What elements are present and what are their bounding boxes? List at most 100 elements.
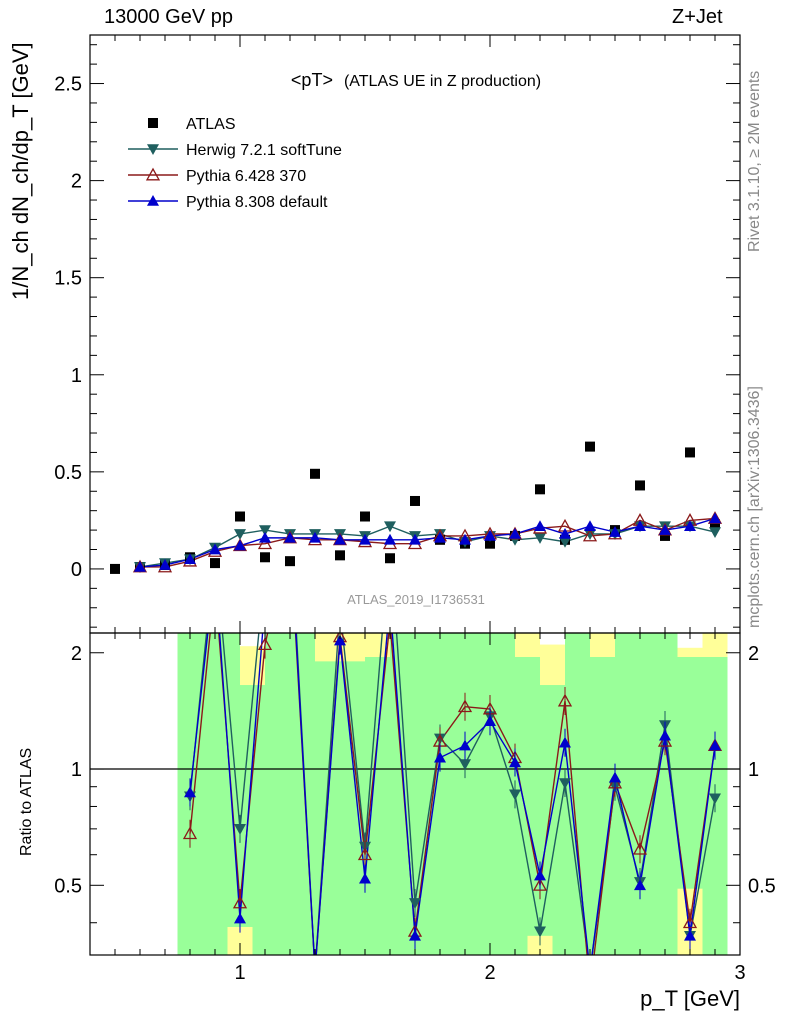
ratio-point: [509, 756, 521, 768]
ratio-point: [309, 965, 321, 976]
ratio-yellow-band: [515, 633, 540, 658]
data-point: [309, 531, 321, 543]
data-point: [509, 527, 521, 539]
ratio-point: [709, 793, 721, 805]
data-point: [210, 558, 220, 569]
x-tick-label: 2: [484, 962, 495, 984]
ratio-point: [584, 966, 596, 977]
analysis-label: ATLAS_2019_I1736531: [347, 592, 485, 607]
ratio-point: [684, 929, 696, 941]
data-point: [284, 531, 296, 543]
data-point: [484, 529, 496, 541]
ratio-yellow-band: [527, 935, 553, 955]
ratio-green-band: [177, 633, 728, 955]
ratio-line-1: [189, 633, 716, 955]
legend-marker: [147, 195, 159, 206]
legend-marker: [148, 118, 158, 128]
legend-marker: [147, 144, 159, 155]
ratio-point: [457, 699, 473, 713]
ratio-point: [609, 771, 621, 783]
series-line-1: [139, 525, 716, 568]
ratio-point: [309, 966, 321, 977]
legend-marker: [145, 167, 161, 181]
data-point: [635, 480, 645, 491]
data-point: [410, 495, 420, 506]
upper-y-tick-label: 0.5: [54, 462, 82, 484]
ratio-point: [409, 898, 421, 909]
chart-title-main: <pT>: [291, 70, 333, 90]
ratio-point: [357, 847, 373, 861]
data-point: [559, 536, 571, 548]
ratio-point: [532, 877, 548, 891]
ratio-y-tick-label: 0.5: [54, 875, 82, 897]
ratio-y-tick-label-right: 1: [748, 759, 759, 781]
data-point: [259, 531, 271, 543]
series-markers: [110, 441, 723, 574]
data-point: [359, 533, 371, 545]
data-point: [209, 543, 221, 555]
data-point: [134, 560, 146, 572]
ratio-uncertainty-bands: [177, 633, 728, 955]
ratio-point: [709, 739, 721, 751]
data-point: [535, 484, 545, 495]
ratio-point: [534, 926, 546, 938]
axis-ticks: [90, 35, 741, 955]
data-point: [184, 553, 196, 565]
data-point: [259, 525, 271, 537]
data-point: [534, 533, 546, 544]
ratio-point: [557, 693, 573, 707]
data-point: [584, 529, 596, 540]
data-point: [234, 529, 246, 540]
mcplots-label: mcplots.cern.ch [arXiv:1306.3436]: [746, 386, 763, 628]
ratio-point: [284, 512, 296, 523]
ratio-point: [559, 736, 571, 748]
ratio-y-tick-label: 1: [71, 759, 82, 781]
ratio-point: [584, 983, 596, 994]
legend-label: Pythia 8.308 default: [186, 194, 328, 211]
header-right: Z+Jet: [672, 6, 723, 28]
data-point: [584, 520, 596, 532]
ratio-point: [509, 789, 521, 801]
ratio-point: [309, 965, 321, 976]
data-point: [110, 563, 120, 574]
ratio-point: [257, 637, 273, 651]
data-point: [685, 447, 695, 458]
data-point: [384, 521, 396, 533]
data-point: [334, 533, 346, 545]
data-point: [257, 536, 273, 550]
axis-tick-labels: 1 2 3 0 0.5 1 1.5 2 2.5 0.5 0.5 1 1 2 2: [54, 74, 776, 984]
ratio-point: [459, 759, 471, 771]
ratio-point: [234, 824, 246, 835]
x-tick-label: 3: [734, 962, 745, 984]
data-point: [235, 511, 245, 522]
ratio-point: [334, 604, 346, 615]
data-point: [559, 527, 571, 539]
upper-y-tick-label: 2.5: [54, 74, 82, 96]
data-point: [634, 520, 646, 532]
ratio-point: [409, 929, 421, 941]
series-lines: [139, 517, 716, 568]
data-point: [285, 556, 295, 567]
data-point: [459, 533, 471, 545]
ratio-y-tick-label: 2: [71, 643, 82, 665]
chart-title-sub: (ATLAS UE in Z production): [344, 73, 541, 90]
upper-y-tick-label: 1.5: [54, 268, 82, 290]
data-point: [534, 520, 546, 532]
data-point: [684, 520, 696, 532]
header-left: 13000 GeV pp: [104, 6, 233, 28]
legend-label: Herwig 7.2.1 softTune: [186, 142, 342, 159]
upper-y-tick-label: 1: [71, 365, 82, 387]
ratio-point: [182, 826, 198, 840]
upper-y-tick-label: 2: [71, 171, 82, 193]
data-point: [234, 539, 246, 551]
ratio-point: [259, 564, 271, 575]
ratio-y-axis-label: Ratio to ATLAS: [18, 747, 35, 856]
data-point: [360, 511, 370, 522]
data-point: [384, 533, 396, 545]
ratio-y-tick-label-right: 2: [748, 643, 759, 665]
chart-title: <pT> (ATLAS UE in Z production): [291, 70, 541, 90]
ratio-point: [334, 634, 346, 646]
data-point: [585, 441, 595, 452]
ratio-y-tick-label-right: 0.5: [748, 875, 776, 897]
